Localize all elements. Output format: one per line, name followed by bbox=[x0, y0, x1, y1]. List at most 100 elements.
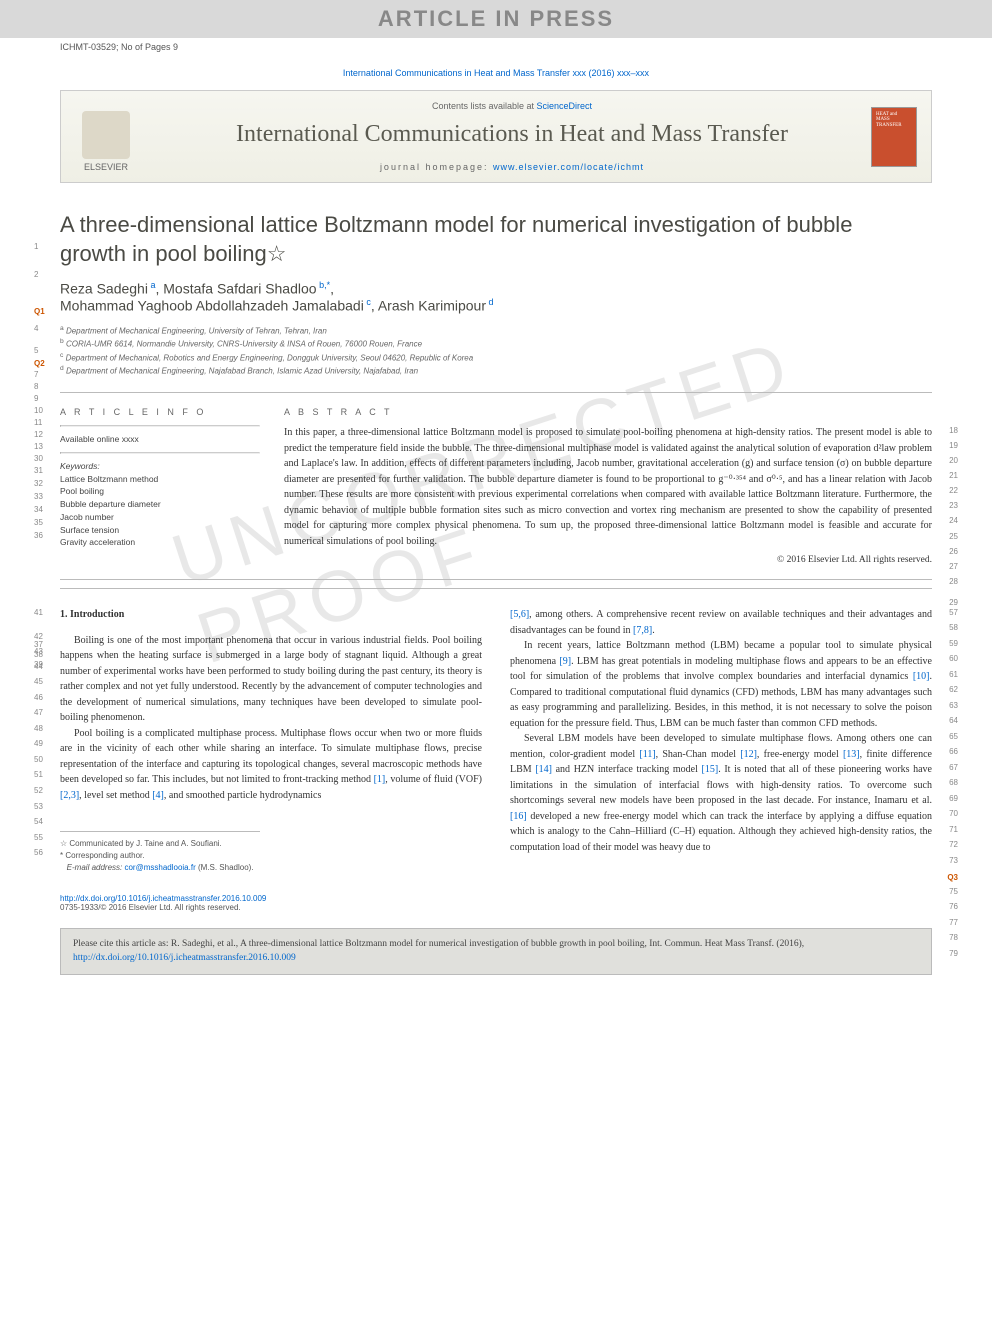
ln-27: 27 bbox=[949, 563, 958, 571]
ln-48: 48 bbox=[34, 725, 43, 733]
body-left-column: 41 42 43 44 45 46 47 48 49 50 51 52 53 5… bbox=[60, 607, 482, 874]
main-content: 1 2 A three-dimensional lattice Boltzman… bbox=[0, 211, 992, 874]
intro-paragraph-1: Boiling is one of the most important phe… bbox=[60, 633, 482, 726]
author-4-aff[interactable]: d bbox=[486, 297, 494, 307]
keyword-5: Gravity acceleration bbox=[60, 536, 260, 549]
ln-5: 5 bbox=[34, 347, 38, 355]
journal-cover-thumbnail: HEAT and MASS TRANSFER bbox=[871, 107, 917, 167]
ln-46: 46 bbox=[34, 694, 43, 702]
sciencedirect-link[interactable]: ScienceDirect bbox=[537, 101, 593, 111]
ln-22: 22 bbox=[949, 487, 958, 495]
ln-11: 11 bbox=[34, 419, 42, 427]
article-info-header: A R T I C L E I N F O bbox=[60, 407, 260, 417]
authors-block: Reza Sadeghi a, Mostafa Safdari Shadloo … bbox=[60, 280, 932, 313]
journal-header-box: ELSEVIER Contents lists available at Sci… bbox=[60, 90, 932, 183]
affiliation-d: Department of Mechanical Engineering, Na… bbox=[66, 367, 418, 376]
issn-copyright: 0735-1933/© 2016 Elsevier Ltd. All right… bbox=[60, 903, 241, 912]
ln-43: 43 bbox=[34, 648, 43, 656]
author-3-aff[interactable]: c bbox=[364, 297, 371, 307]
ln-57: 57 bbox=[949, 609, 958, 617]
ln-41: 41 bbox=[34, 609, 43, 617]
sep: , bbox=[371, 298, 378, 314]
article-info-body: Available online xxxx Keywords: Lattice … bbox=[60, 425, 260, 549]
ln-79: 79 bbox=[949, 950, 958, 958]
ln-31: 31 bbox=[34, 467, 43, 475]
journal-name: International Communications in Heat and… bbox=[153, 121, 871, 148]
ln-67: 67 bbox=[949, 764, 958, 772]
ref-15[interactable]: [15] bbox=[702, 764, 719, 775]
elsevier-text: ELSEVIER bbox=[84, 162, 128, 172]
email-link[interactable]: cor@msshadlooia.fr bbox=[124, 863, 195, 872]
article-title: A three-dimensional lattice Boltzmann mo… bbox=[60, 211, 932, 268]
ln-36: 36 bbox=[34, 532, 43, 540]
journal-reference-link[interactable]: International Communications in Heat and… bbox=[0, 62, 992, 84]
ref-5-6[interactable]: [5,6] bbox=[510, 609, 529, 620]
ref-12[interactable]: [12] bbox=[740, 749, 757, 760]
ref-2-3[interactable]: [2,3] bbox=[60, 790, 79, 801]
abstract-text: In this paper, a three-dimensional latti… bbox=[284, 425, 932, 549]
ln-65: 65 bbox=[949, 733, 958, 741]
keywords-header: Keywords: bbox=[60, 460, 260, 473]
keyword-4: Surface tension bbox=[60, 524, 260, 537]
ref-1[interactable]: [1] bbox=[374, 774, 386, 785]
email-suffix: (M.S. Shadloo). bbox=[196, 863, 254, 872]
ln-58: 58 bbox=[949, 624, 958, 632]
proof-id: ICHMT-03529; No of Pages 9 bbox=[0, 38, 992, 62]
ln-49: 49 bbox=[34, 740, 43, 748]
ln-33: 33 bbox=[34, 493, 43, 501]
ref-7-8[interactable]: [7,8] bbox=[633, 625, 652, 636]
ln-24: 24 bbox=[949, 517, 958, 525]
ln-13: 13 bbox=[34, 443, 43, 451]
ref-4[interactable]: [4] bbox=[152, 790, 164, 801]
ln-50: 50 bbox=[34, 756, 43, 764]
homepage-line: journal homepage: www.elsevier.com/locat… bbox=[153, 162, 871, 172]
article-info-column: 10 11 12 13 30 31 32 33 34 35 36 A R T I… bbox=[60, 407, 260, 565]
doi-link[interactable]: http://dx.doi.org/10.1016/j.icheatmasstr… bbox=[60, 894, 266, 903]
ln-44: 44 bbox=[34, 663, 43, 671]
ref-16[interactable]: [16] bbox=[510, 811, 527, 822]
ln-71: 71 bbox=[949, 826, 958, 834]
footnote-communicated: ☆ Communicated by J. Taine and A. Soufia… bbox=[60, 838, 260, 850]
ln-52: 52 bbox=[34, 787, 43, 795]
q1-marker: Q1 bbox=[34, 307, 45, 316]
c2p2b: . LBM has great potentials in modeling m… bbox=[510, 656, 932, 683]
c2p3c: , free-energy model bbox=[757, 749, 843, 760]
ref-11[interactable]: [11] bbox=[639, 749, 655, 760]
ref-14[interactable]: [14] bbox=[535, 764, 552, 775]
ln-69: 69 bbox=[949, 795, 958, 803]
ln-45: 45 bbox=[34, 678, 43, 686]
ref-9[interactable]: [9] bbox=[559, 656, 571, 667]
divider bbox=[60, 579, 932, 580]
sep: , bbox=[330, 281, 334, 297]
ln-28: 28 bbox=[949, 578, 958, 586]
divider-sm bbox=[60, 425, 260, 427]
ref-10[interactable]: [10] bbox=[913, 671, 930, 682]
ln-63: 63 bbox=[949, 702, 958, 710]
ln-75: 75 bbox=[949, 888, 958, 896]
citation-text: Please cite this article as: R. Sadeghi,… bbox=[73, 939, 804, 949]
homepage-link[interactable]: www.elsevier.com/locate/ichmt bbox=[493, 162, 644, 172]
ln-34: 34 bbox=[34, 506, 43, 514]
title-star: ☆ bbox=[267, 241, 287, 266]
body-right-column: 57 58 59 60 61 62 63 64 65 66 67 68 69 7… bbox=[510, 607, 932, 874]
p2c: , level set method bbox=[79, 790, 152, 801]
c2p3e: and HZN interface tracking model bbox=[552, 764, 702, 775]
ln-55: 55 bbox=[34, 834, 43, 842]
intro-paragraph-2: Pool boiling is a complicated multiphase… bbox=[60, 726, 482, 804]
contents-line: Contents lists available at ScienceDirec… bbox=[153, 101, 871, 111]
affiliations: a Department of Mechanical Engineering, … bbox=[60, 324, 932, 379]
ln-30: 30 bbox=[34, 455, 43, 463]
citation-doi-link[interactable]: http://dx.doi.org/10.1016/j.icheatmasstr… bbox=[73, 953, 296, 963]
available-online: Available online xxxx bbox=[60, 433, 260, 446]
copyright-line: © 2016 Elsevier Ltd. All rights reserved… bbox=[284, 555, 932, 565]
ref-13[interactable]: [13] bbox=[843, 749, 860, 760]
author-2-aff[interactable]: b, bbox=[317, 280, 327, 290]
ln-26: 26 bbox=[949, 548, 958, 556]
c2p1b: . bbox=[652, 625, 655, 636]
ln-7: 7 bbox=[34, 371, 38, 379]
ln-64: 64 bbox=[949, 717, 958, 725]
ln-62: 62 bbox=[949, 686, 958, 694]
c2p1a: , among others. A comprehensive recent r… bbox=[510, 609, 932, 636]
intro-header: 1. Introduction bbox=[60, 607, 482, 623]
article-in-press-banner: ARTICLE IN PRESS bbox=[0, 0, 992, 38]
